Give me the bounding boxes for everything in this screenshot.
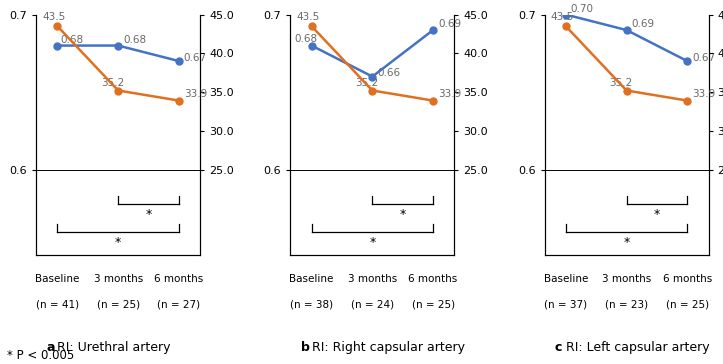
Text: 0.68: 0.68 — [123, 35, 146, 45]
Text: *: * — [115, 236, 121, 249]
Text: RI: Left capsular artery: RI: Left capsular artery — [566, 341, 709, 354]
Text: (n = 23): (n = 23) — [605, 299, 648, 309]
Text: *: * — [145, 208, 152, 221]
Text: 43.5: 43.5 — [551, 12, 574, 21]
Text: *: * — [623, 236, 630, 249]
Text: Baseline: Baseline — [544, 274, 588, 284]
Text: 3 months: 3 months — [602, 274, 651, 284]
Text: (n = 27): (n = 27) — [158, 299, 200, 309]
Text: (n = 41): (n = 41) — [36, 299, 79, 309]
Text: 3 months: 3 months — [348, 274, 397, 284]
Text: (n = 38): (n = 38) — [290, 299, 333, 309]
Text: Baseline: Baseline — [35, 274, 80, 284]
Text: (n = 25): (n = 25) — [411, 299, 455, 309]
Text: 0.69: 0.69 — [631, 19, 654, 29]
Text: *: * — [369, 236, 375, 249]
Text: 43.5: 43.5 — [42, 12, 66, 21]
Text: 6 months: 6 months — [408, 274, 458, 284]
Text: b: b — [301, 341, 309, 354]
Text: 0.66: 0.66 — [377, 68, 401, 78]
Text: 0.68: 0.68 — [61, 35, 84, 45]
Text: c: c — [555, 341, 562, 354]
Text: 43.5: 43.5 — [296, 12, 320, 21]
Text: (n = 25): (n = 25) — [666, 299, 709, 309]
Text: 33.9: 33.9 — [438, 89, 461, 99]
Text: RI: Urethral artery: RI: Urethral artery — [57, 341, 171, 354]
Text: RI: Right capsular artery: RI: Right capsular artery — [312, 341, 465, 354]
Text: 0.70: 0.70 — [570, 4, 594, 14]
Text: 0.67: 0.67 — [184, 53, 207, 63]
Text: 0.69: 0.69 — [438, 19, 461, 28]
Text: 6 months: 6 months — [154, 274, 203, 284]
Text: *: * — [400, 208, 406, 221]
Text: a: a — [46, 341, 55, 354]
Text: * P < 0.005: * P < 0.005 — [7, 349, 74, 362]
Text: (n = 37): (n = 37) — [544, 299, 587, 309]
Text: 3 months: 3 months — [93, 274, 142, 284]
Text: 35.2: 35.2 — [609, 78, 633, 88]
Text: (n = 24): (n = 24) — [351, 299, 394, 309]
Text: 6 months: 6 months — [663, 274, 712, 284]
Text: 0.68: 0.68 — [294, 34, 317, 44]
Text: (n = 25): (n = 25) — [97, 299, 140, 309]
Text: Baseline: Baseline — [289, 274, 334, 284]
Text: 35.2: 35.2 — [101, 78, 124, 88]
Text: 33.9: 33.9 — [184, 89, 207, 99]
Text: 35.2: 35.2 — [355, 78, 379, 88]
Text: 33.9: 33.9 — [692, 89, 715, 99]
Text: 0.67: 0.67 — [692, 53, 715, 63]
Text: *: * — [654, 208, 660, 221]
